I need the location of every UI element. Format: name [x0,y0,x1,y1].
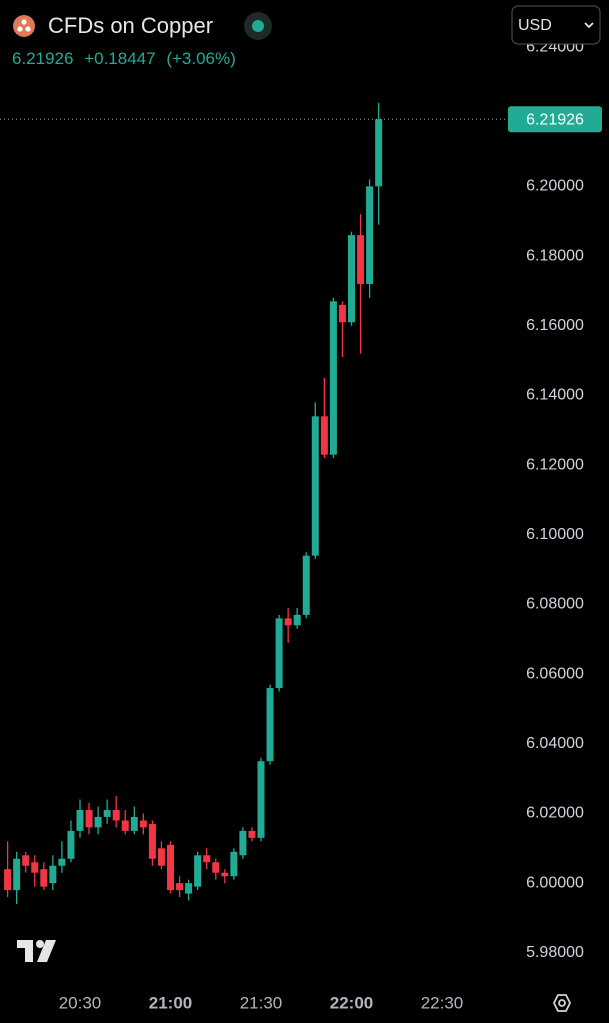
y-tick-label: 6.18000 [526,247,584,264]
price-change: +0.18447 [84,49,155,68]
candle-body [103,809,111,817]
y-tick-label: 6.20000 [526,178,584,195]
candle-body [49,865,57,884]
y-tick-label: 6.10000 [526,526,584,543]
settings-icon[interactable] [552,994,572,1012]
overlay: 6.21926 [0,106,602,133]
y-tick-label: 6.06000 [526,665,584,682]
candle-body [76,809,84,831]
candle-body [157,848,165,866]
currency-caret [584,22,594,29]
candle-body [320,416,328,455]
candle-body [13,858,21,891]
y-tick-label: 6.08000 [526,596,584,613]
candle-body [130,816,138,831]
candle-body [311,416,319,556]
settings-dot [558,999,566,1007]
x-tick-label: 22:00 [330,993,373,1012]
price-summary: 6.21926 +0.18447 (+3.06%) [12,49,236,68]
x-tick-label: 22:30 [421,993,464,1012]
settings-hex [552,994,572,1012]
candle-body [212,862,220,873]
y-tick-label: 6.04000 [526,735,584,752]
y-tick-label: 6.14000 [526,387,584,404]
symbol-title: CFDs on Copper [48,13,213,38]
candle-body [357,235,365,284]
candle-body [139,820,147,828]
candle-body [85,809,93,828]
candle-body [22,855,30,866]
candle-body [329,301,337,455]
symbol-icon-dot [25,26,31,32]
candle-body [284,618,292,626]
symbol-icon-dot [17,26,23,32]
candle-body [230,851,238,877]
currency-button[interactable] [511,5,601,45]
candle-body [375,119,383,187]
market-status-dot [252,20,264,32]
candle-body [302,555,310,615]
y-tick-label: 6.16000 [526,317,584,334]
price-badge-label: 6.21926 [526,112,584,129]
currency-label: USD [518,17,552,34]
candle-body [239,830,247,856]
tv-logo-part [36,940,44,948]
candle-body [67,830,75,859]
x-tick-label: 20:30 [59,993,102,1012]
tv-logo-part [17,940,33,962]
candle-body [112,809,120,821]
price-change-pct: (+3.06%) [166,49,235,68]
candle-body [31,862,39,873]
candle-body [194,855,202,887]
candle-body [40,869,48,887]
y-tick-label: 5.98000 [526,944,584,961]
y-tick-label: 6.12000 [526,456,584,473]
tv-logo [17,940,56,962]
candle-body [366,186,374,284]
x-tick-label: 21:00 [149,993,192,1012]
y-tick-label: 6.00000 [526,874,584,891]
candle-body [348,235,355,323]
candle-body [293,614,301,626]
candle-body [94,816,102,828]
candle-body [185,883,193,894]
candle-body [248,830,256,838]
candle-body [338,304,346,323]
candle-body [203,855,211,863]
tv-logo-part [37,940,56,962]
symbol-icon-dot [21,19,27,25]
candle-body [167,844,174,891]
plot-area: 5.98000 6.00000 6.02000 6.04000 6.06000 6.080… [4,38,584,1012]
last-price: 6.21926 [12,49,73,68]
y-tick-label: 6.02000 [526,805,584,822]
candle-body [257,761,265,838]
price-badge [508,106,602,133]
candle-body [275,618,283,689]
candle-body [121,820,129,831]
candle-body [58,858,66,866]
candle-body [176,883,184,891]
symbol-icon [13,15,35,37]
x-tick-label: 21:30 [240,993,283,1012]
candle-body [221,872,229,877]
candle-body [266,688,274,762]
candle-body [148,823,156,859]
candle-body [4,869,12,891]
